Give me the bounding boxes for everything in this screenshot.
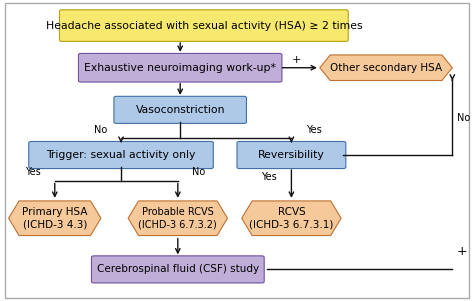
Text: No: No xyxy=(93,125,107,135)
Text: +: + xyxy=(292,55,301,65)
Text: Primary HSA
(ICHD-3 4.3): Primary HSA (ICHD-3 4.3) xyxy=(22,207,88,229)
Text: Yes: Yes xyxy=(25,167,41,177)
Text: Cerebrospinal fluid (CSF) study: Cerebrospinal fluid (CSF) study xyxy=(97,264,259,275)
Text: Probable RCVS
(ICHD-3 6.7.3.2): Probable RCVS (ICHD-3 6.7.3.2) xyxy=(138,207,217,229)
Polygon shape xyxy=(242,201,341,235)
FancyBboxPatch shape xyxy=(114,96,246,123)
Text: Exhaustive neuroimaging work-up*: Exhaustive neuroimaging work-up* xyxy=(84,63,276,73)
Text: Yes: Yes xyxy=(306,125,321,135)
Text: No: No xyxy=(457,113,470,123)
Polygon shape xyxy=(320,55,452,80)
FancyBboxPatch shape xyxy=(237,141,346,169)
Text: Other secondary HSA: Other secondary HSA xyxy=(330,63,442,73)
Text: Headache associated with sexual activity (HSA) ≥ 2 times: Headache associated with sexual activity… xyxy=(46,20,362,31)
Text: +: + xyxy=(457,245,468,258)
Polygon shape xyxy=(128,201,228,235)
Text: Yes: Yes xyxy=(262,172,277,182)
Polygon shape xyxy=(9,201,101,235)
Text: No: No xyxy=(192,167,205,177)
FancyBboxPatch shape xyxy=(91,256,264,283)
FancyBboxPatch shape xyxy=(60,10,348,41)
FancyBboxPatch shape xyxy=(78,54,282,82)
Text: Trigger: sexual activity only: Trigger: sexual activity only xyxy=(46,150,196,160)
Text: RCVS
(ICHD-3 6.7.3.1): RCVS (ICHD-3 6.7.3.1) xyxy=(249,207,334,229)
Text: Reversibility: Reversibility xyxy=(258,150,325,160)
Text: Vasoconstriction: Vasoconstriction xyxy=(136,105,225,115)
FancyBboxPatch shape xyxy=(29,141,213,169)
